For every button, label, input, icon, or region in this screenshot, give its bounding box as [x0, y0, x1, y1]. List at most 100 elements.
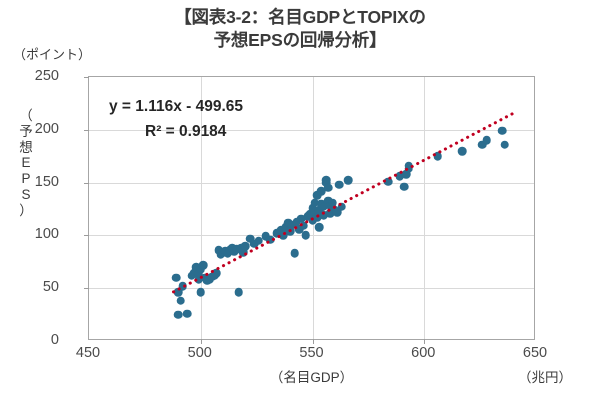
scatter-point [194, 270, 203, 279]
scatter-point [332, 207, 342, 217]
scatter-point [326, 208, 335, 218]
scatter-point [402, 169, 411, 179]
x-axis-tick-label: 550 [299, 345, 324, 361]
scatter-point [310, 207, 320, 217]
y-axis-tick-mark [84, 288, 89, 290]
scatter-point [276, 225, 286, 235]
regression-trendline [172, 111, 516, 294]
scatter-point [308, 216, 317, 225]
trendline-layer [172, 111, 516, 294]
scatter-point [301, 231, 311, 240]
scatter-point [178, 281, 188, 291]
scatter-point [238, 247, 248, 257]
scatter-point [272, 228, 282, 238]
scatter-point [498, 126, 507, 136]
x-axis-tick-mark [312, 339, 314, 344]
x-axis-unit-label: （兆円） [518, 370, 572, 385]
scatter-point [292, 217, 302, 226]
y-axis-title-char: 予 [19, 123, 33, 139]
scatter-point [323, 196, 333, 205]
scatter-point [500, 140, 509, 149]
scatter-point [328, 198, 337, 207]
y-axis-tick-mark [84, 182, 89, 184]
scatter-point [305, 209, 315, 219]
y-axis-tick-label: 250 [34, 68, 59, 84]
y-axis-title-char: S [21, 186, 31, 202]
scatter-point [343, 176, 353, 185]
scatter-point [433, 151, 442, 161]
scatter-point [478, 140, 487, 149]
y-axis-tick-label: 150 [34, 173, 59, 190]
scatter-point [288, 220, 297, 230]
scatter-point [314, 205, 324, 215]
scatter-point [482, 136, 492, 145]
x-axis-tick-mark [200, 339, 202, 344]
chart-title-line-2: 予想EPSの回帰分析】 [213, 30, 387, 51]
scatter-point [312, 213, 322, 222]
scatter-point [283, 218, 293, 228]
scatter-point [310, 198, 320, 207]
scatter-point [198, 260, 208, 270]
scatter-point [297, 214, 306, 223]
chart-title-line-1: 【図表3-2：名目GDPとTOPIXの [174, 7, 426, 27]
scatter-point [317, 186, 326, 196]
scatter-point [323, 183, 333, 193]
scatter-point [194, 275, 203, 285]
scatter-point [337, 202, 346, 212]
scatter-point [290, 249, 299, 258]
y-axis-tick-mark [84, 129, 89, 131]
scatter-point [241, 241, 250, 251]
scatter-point [319, 202, 328, 212]
scatter-point [294, 224, 304, 234]
y-axis-tick-mark [84, 235, 89, 237]
scatter-point [384, 177, 393, 186]
x-axis-tick-label: 600 [411, 345, 436, 361]
scatter-point [212, 269, 221, 278]
y-axis-unit-label: （ポイント） [13, 47, 92, 62]
scatter-point [399, 182, 409, 192]
y-axis-tick-label: 100 [34, 226, 59, 243]
scatter-point [245, 234, 255, 243]
gridline-horizontal [89, 182, 534, 184]
gridline-vertical [200, 77, 202, 339]
plot-area: y = 1.116x - 499.65 R² = 0.9184 [84, 76, 535, 344]
gridline-horizontal [89, 129, 534, 131]
x-axis-tick-label: 500 [187, 345, 212, 361]
scatter-point [183, 309, 192, 318]
y-axis-tick-label: 200 [34, 120, 59, 137]
chart-title: 【図表3-2：名目GDPとTOPIXの 予想EPSの回帰分析】 [95, 6, 505, 53]
scatter-point [404, 161, 413, 170]
y-axis-title-char: （ [19, 108, 33, 123]
scatter-point [171, 273, 181, 282]
y-axis-title-char: ） [19, 202, 33, 218]
scatter-point [174, 288, 183, 297]
scatter-point [261, 232, 270, 241]
scatter-point [265, 235, 275, 244]
gridline-horizontal [89, 235, 534, 237]
y-axis-title-char: E [21, 155, 31, 171]
y-axis-title-char: P [21, 171, 31, 187]
scatter-point [314, 222, 324, 232]
scatter-point [232, 244, 241, 254]
gridline-horizontal [89, 288, 534, 290]
y-axis-title-char: 想 [19, 139, 33, 155]
scatter-point [312, 190, 322, 200]
scatter-point [321, 178, 331, 187]
y-axis-tick-label: 0 [50, 332, 59, 348]
scatter-point [176, 296, 185, 306]
scatter-point [395, 171, 404, 181]
y-axis-title: （予想 E P S） [16, 108, 36, 218]
x-axis-title: （名目GDP） [269, 370, 354, 385]
scatter-point [299, 221, 308, 231]
scatter-point [319, 211, 328, 220]
scatter-point [457, 146, 467, 156]
scatter-point [234, 288, 244, 297]
scatter-point [191, 262, 201, 272]
y-axis-tick-mark [84, 77, 89, 78]
x-axis-tick-label: 450 [75, 345, 101, 361]
scatter-points-layer [89, 77, 534, 339]
scatter-point [335, 180, 344, 189]
scatter-point [196, 288, 206, 297]
scatter-point [174, 310, 183, 319]
